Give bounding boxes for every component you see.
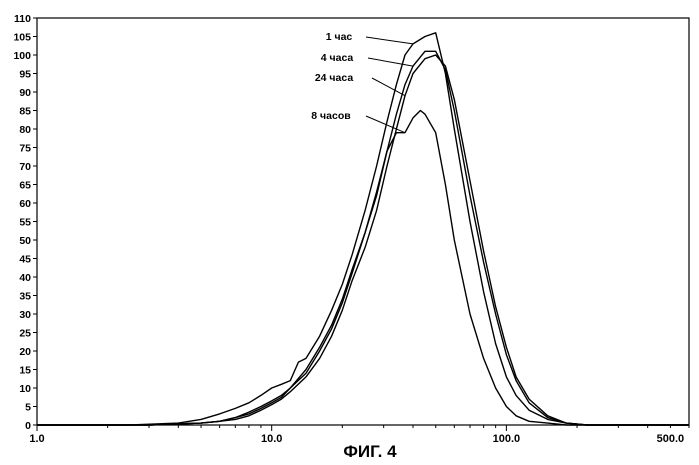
y-tick-label: 95 xyxy=(19,69,31,81)
series-label: 8 часов xyxy=(311,110,351,122)
figure-caption: ФИГ. 4 xyxy=(343,442,397,461)
y-tick-label: 75 xyxy=(19,143,31,155)
series-label: 1 час xyxy=(326,31,353,43)
y-tick-label: 45 xyxy=(19,254,31,266)
y-tick-label: 60 xyxy=(19,198,31,210)
y-tick-label: 20 xyxy=(19,346,31,358)
plot-frame xyxy=(36,17,690,426)
annotation-group: 1 час 4 часа 24 часа 8 часов xyxy=(311,31,414,134)
x-tick-label: 500.0 xyxy=(657,433,685,445)
y-tick-label: 70 xyxy=(19,161,31,173)
y-tick-label: 40 xyxy=(19,272,31,284)
y-tick-label: 30 xyxy=(19,309,31,321)
series-line-1 xyxy=(37,32,689,426)
series-label: 4 часа xyxy=(321,52,354,64)
x-axis: 1.0 10.0 100.0 500.0 xyxy=(29,425,690,445)
y-tick-label: 65 xyxy=(19,180,31,192)
y-tick-label: 50 xyxy=(19,235,31,247)
y-tick-label: 15 xyxy=(19,365,31,377)
y-tick-label: 105 xyxy=(13,32,31,44)
y-tick-label: 90 xyxy=(19,87,31,99)
x-tick-label: 1.0 xyxy=(29,433,44,445)
y-tick-label: 35 xyxy=(19,291,31,303)
y-tick-label: 5 xyxy=(25,402,31,414)
leader-line xyxy=(371,77,406,97)
y-tick-label: 110 xyxy=(14,13,31,25)
y-tick-label: 55 xyxy=(19,217,31,229)
x-tick-label: 10.0 xyxy=(261,433,282,445)
y-tick-label: 80 xyxy=(19,124,31,136)
leader-line xyxy=(365,115,406,134)
series-group xyxy=(37,32,689,426)
leader-line xyxy=(365,36,414,45)
y-axis: 0 5 10 15 20 25 30 35 40 45 50 55 60 65 70 75 80 85 90 95 10… xyxy=(13,13,37,432)
series-line-3 xyxy=(37,54,689,426)
x-tick-label: 100.0 xyxy=(493,433,521,445)
y-tick-label: 10 xyxy=(19,383,31,395)
y-tick-label: 85 xyxy=(19,106,31,118)
y-tick-label: 0 xyxy=(25,420,31,432)
y-tick-label: 25 xyxy=(19,328,31,340)
series-label: 24 часа xyxy=(315,72,353,84)
series-line-4 xyxy=(37,109,689,426)
plot-border xyxy=(36,17,690,426)
y-tick-label: 100 xyxy=(13,50,31,62)
leader-line xyxy=(367,57,414,67)
